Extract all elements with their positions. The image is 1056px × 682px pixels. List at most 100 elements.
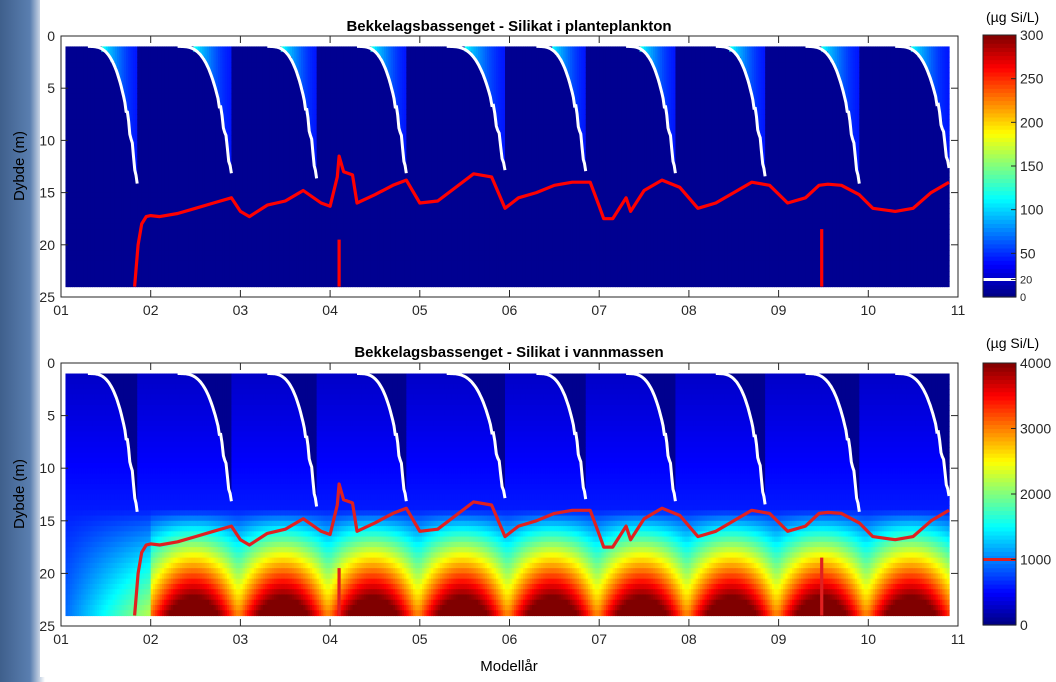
- heatmap-cell: [150, 72, 154, 79]
- heatmap-cell: [72, 150, 76, 157]
- heatmap-cell: [103, 239, 107, 246]
- heatmap-cell: [69, 77, 73, 84]
- heatmap-cell: [146, 255, 150, 262]
- heatmap-cell: [168, 72, 172, 79]
- heatmap-cell: [94, 161, 98, 168]
- heatmap-cell: [132, 82, 136, 89]
- heatmap-cell: [130, 98, 134, 105]
- heatmap-cell: [83, 250, 87, 256]
- heatmap-cell: [74, 244, 78, 251]
- heatmap-cell: [150, 176, 154, 183]
- heatmap-cell: [170, 82, 174, 89]
- heatmap-cell: [141, 67, 145, 74]
- heatmap-cell: [117, 161, 120, 168]
- heatmap-cell: [148, 182, 152, 188]
- heatmap-cell: [65, 62, 69, 68]
- heatmap-cell: [164, 187, 167, 194]
- heatmap-cell: [67, 72, 71, 79]
- heatmap-cell: [78, 156, 82, 162]
- heatmap-cell: [139, 192, 143, 199]
- heatmap-cell: [110, 213, 114, 220]
- heatmap-cell: [94, 255, 98, 262]
- heatmap-cell: [90, 171, 93, 178]
- heatmap-cell: [130, 93, 134, 100]
- heatmap-cell: [90, 213, 93, 220]
- heatmap-cell: [157, 156, 161, 162]
- heatmap-cell: [135, 218, 138, 225]
- heatmap-cell: [146, 98, 150, 105]
- heatmap-cell: [105, 140, 109, 147]
- heatmap-cell: [72, 51, 76, 58]
- heatmap-cell: [108, 182, 111, 188]
- heatmap-cell: [112, 208, 116, 215]
- heatmap-cell: [69, 135, 73, 141]
- heatmap-cell: [146, 229, 150, 235]
- heatmap-cell: [168, 114, 172, 121]
- heatmap-cell: [92, 161, 96, 168]
- heatmap-cell: [155, 255, 159, 262]
- heatmap-cell: [157, 192, 161, 199]
- heatmap-cell: [128, 166, 132, 173]
- heatmap-cell: [128, 250, 132, 256]
- heatmap-cell: [139, 109, 143, 115]
- heatmap-cell: [126, 244, 129, 251]
- heatmap-cell: [87, 166, 91, 173]
- heatmap-cell: [130, 114, 134, 121]
- heatmap-cell: [123, 93, 127, 100]
- heatmap-cell: [92, 51, 96, 58]
- heatmap-cell: [72, 213, 76, 220]
- heatmap-cell: [108, 156, 111, 162]
- heatmap-cell: [128, 67, 132, 74]
- heatmap-cell: [92, 265, 96, 272]
- heatmap-cell: [110, 62, 114, 68]
- heatmap-cell: [143, 244, 147, 251]
- heatmap-cell: [85, 244, 89, 251]
- heatmap-cell: [83, 276, 87, 282]
- heatmap-cell: [135, 119, 138, 126]
- heatmap-cell: [83, 140, 87, 147]
- heatmap-cell: [101, 281, 105, 288]
- heatmap-cell: [152, 281, 156, 288]
- heatmap-cell: [132, 114, 136, 121]
- heatmap-cell: [74, 176, 78, 183]
- heatmap-cell: [146, 239, 150, 246]
- heatmap-cell: [150, 197, 154, 204]
- heatmap-cell: [72, 281, 76, 288]
- heatmap-cell: [164, 239, 167, 246]
- heatmap-cell: [121, 182, 125, 188]
- heatmap-cell: [132, 51, 136, 58]
- heatmap-cell: [148, 192, 152, 199]
- heatmap-cell: [117, 145, 120, 152]
- heatmap-cell: [83, 93, 87, 100]
- heatmap-cell: [128, 88, 132, 95]
- heatmap-cell: [114, 187, 118, 194]
- heatmap-cell: [94, 192, 98, 199]
- heatmap-cell: [87, 62, 91, 68]
- heatmap-cell: [67, 82, 71, 89]
- heatmap-cell: [159, 114, 163, 121]
- heatmap-cell: [139, 156, 143, 162]
- heatmap-cell: [112, 46, 116, 53]
- heatmap-cell: [94, 119, 98, 126]
- heatmap-cell: [152, 62, 156, 68]
- heatmap-cell: [85, 281, 89, 288]
- heatmap-cell: [78, 119, 82, 126]
- heatmap-cell: [132, 88, 136, 95]
- heatmap-cell: [137, 62, 141, 68]
- heatmap-cell: [164, 51, 167, 58]
- heatmap-cell: [141, 145, 145, 152]
- heatmap-cell: [108, 119, 111, 126]
- heatmap-cell: [112, 129, 116, 136]
- heatmap-cell: [114, 255, 118, 262]
- heatmap-cell: [87, 203, 91, 209]
- heatmap-cell: [130, 223, 134, 230]
- heatmap-cell: [101, 67, 105, 74]
- heatmap-cell: [146, 234, 150, 241]
- heatmap-cell: [114, 56, 118, 63]
- heatmap-cell: [101, 276, 105, 282]
- heatmap-cell: [117, 67, 120, 74]
- heatmap-cell: [76, 93, 80, 100]
- heatmap-cell: [121, 114, 125, 121]
- heatmap-cell: [90, 135, 93, 141]
- heatmap-cell: [96, 197, 100, 204]
